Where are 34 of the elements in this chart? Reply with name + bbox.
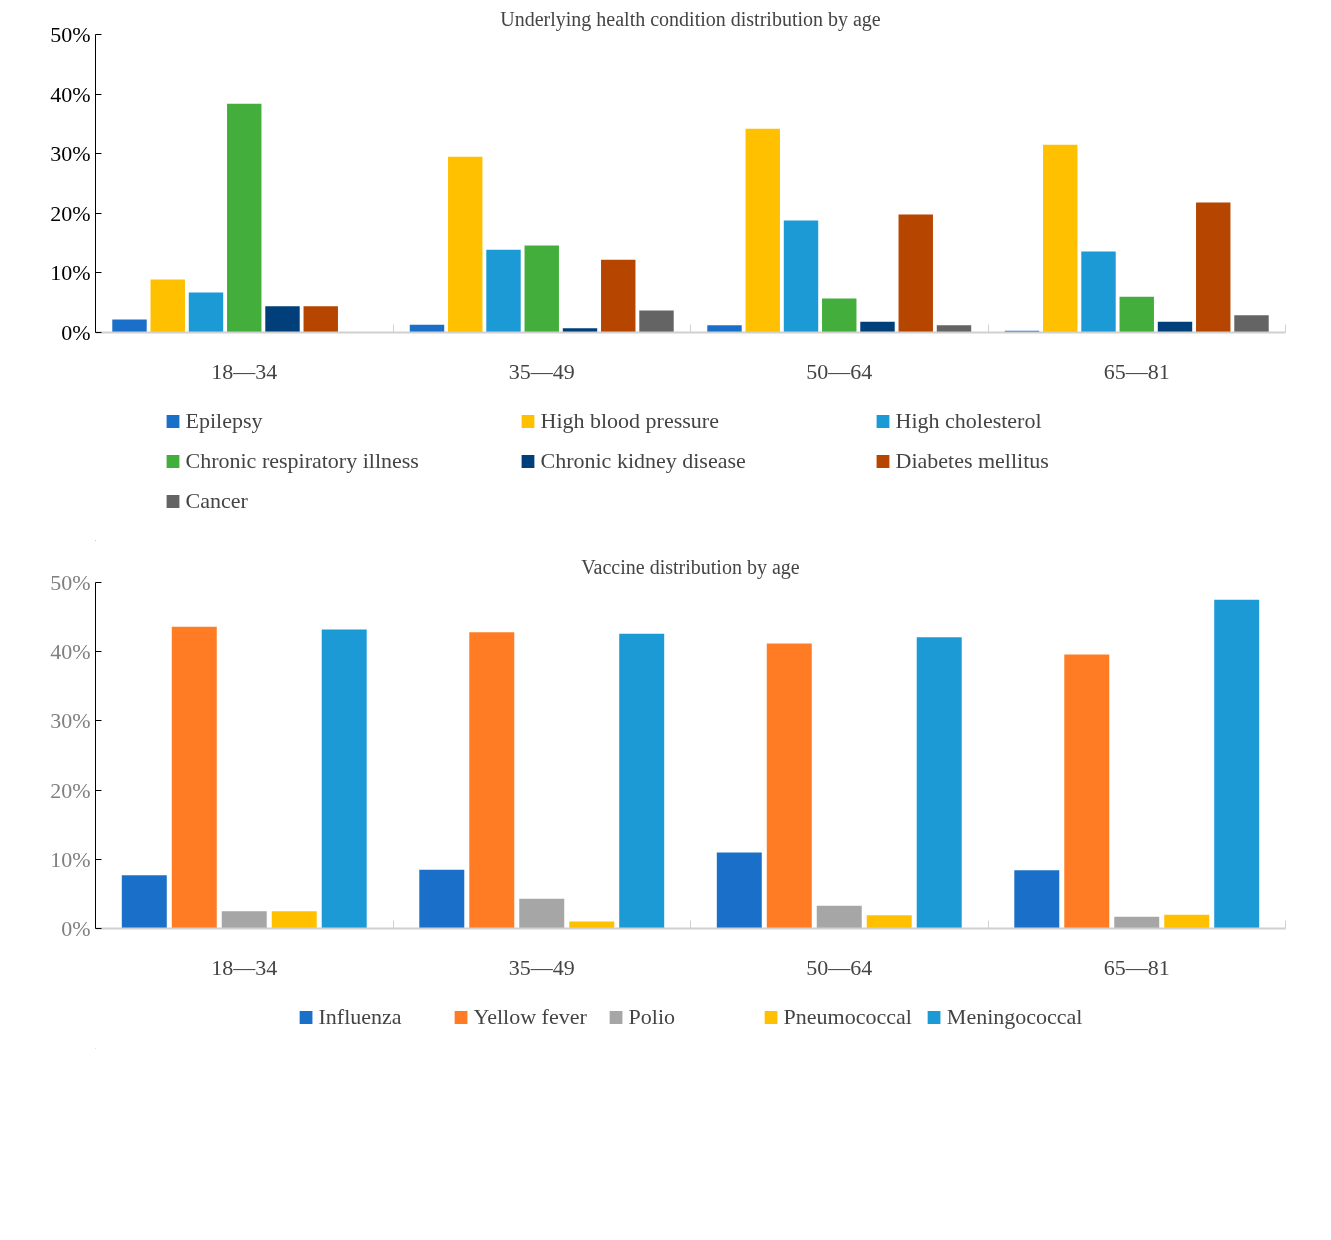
chart-title: Vaccine distribution by age [581, 555, 800, 579]
x-tick-label: 35—49 [508, 954, 575, 980]
y-tick-label: 10% [50, 260, 91, 286]
legend-label: Meningococcal [946, 1004, 1083, 1030]
y-tick-label: 40% [50, 639, 91, 665]
x-tick-label: 50—64 [806, 954, 873, 980]
legend-label: High blood pressure [540, 408, 720, 434]
x-tick-label: 18—34 [211, 358, 278, 384]
y-tick-label: 30% [50, 708, 91, 734]
legend-label: Epilepsy [185, 408, 264, 434]
legend-label: Yellow fever [473, 1004, 588, 1030]
chart-title: Underlying health condition distribution by age [500, 7, 881, 31]
legend-label: Chronic kidney disease [540, 448, 747, 474]
y-tick-label: 40% [50, 81, 91, 107]
y-tick-label: 20% [50, 200, 91, 226]
y-tick-label: 0% [61, 916, 91, 941]
y-tick-label: 20% [50, 777, 91, 803]
x-tick-label: 65—81 [1103, 358, 1170, 384]
legend-label: High cholesterol [895, 408, 1043, 434]
legend-label: Pneumococcal [783, 1004, 912, 1030]
legend-label: Diabetes mellitus [895, 448, 1050, 474]
legend-label: Polio [628, 1004, 676, 1030]
legend-label: Chronic respiratory illness [185, 448, 420, 474]
y-tick-label: 0% [61, 320, 91, 345]
legend-label: Cancer [185, 488, 249, 514]
x-tick-label: 50—64 [806, 358, 873, 384]
legend-label: Influenza [318, 1004, 403, 1030]
x-tick-label: 18—34 [211, 954, 278, 980]
y-tick-label: 50% [50, 22, 91, 47]
y-tick-label: 30% [50, 141, 91, 167]
y-tick-label: 10% [50, 846, 91, 872]
x-tick-label: 65—81 [1103, 954, 1170, 980]
x-tick-label: 35—49 [508, 358, 575, 384]
y-tick-label: 50% [50, 570, 91, 595]
